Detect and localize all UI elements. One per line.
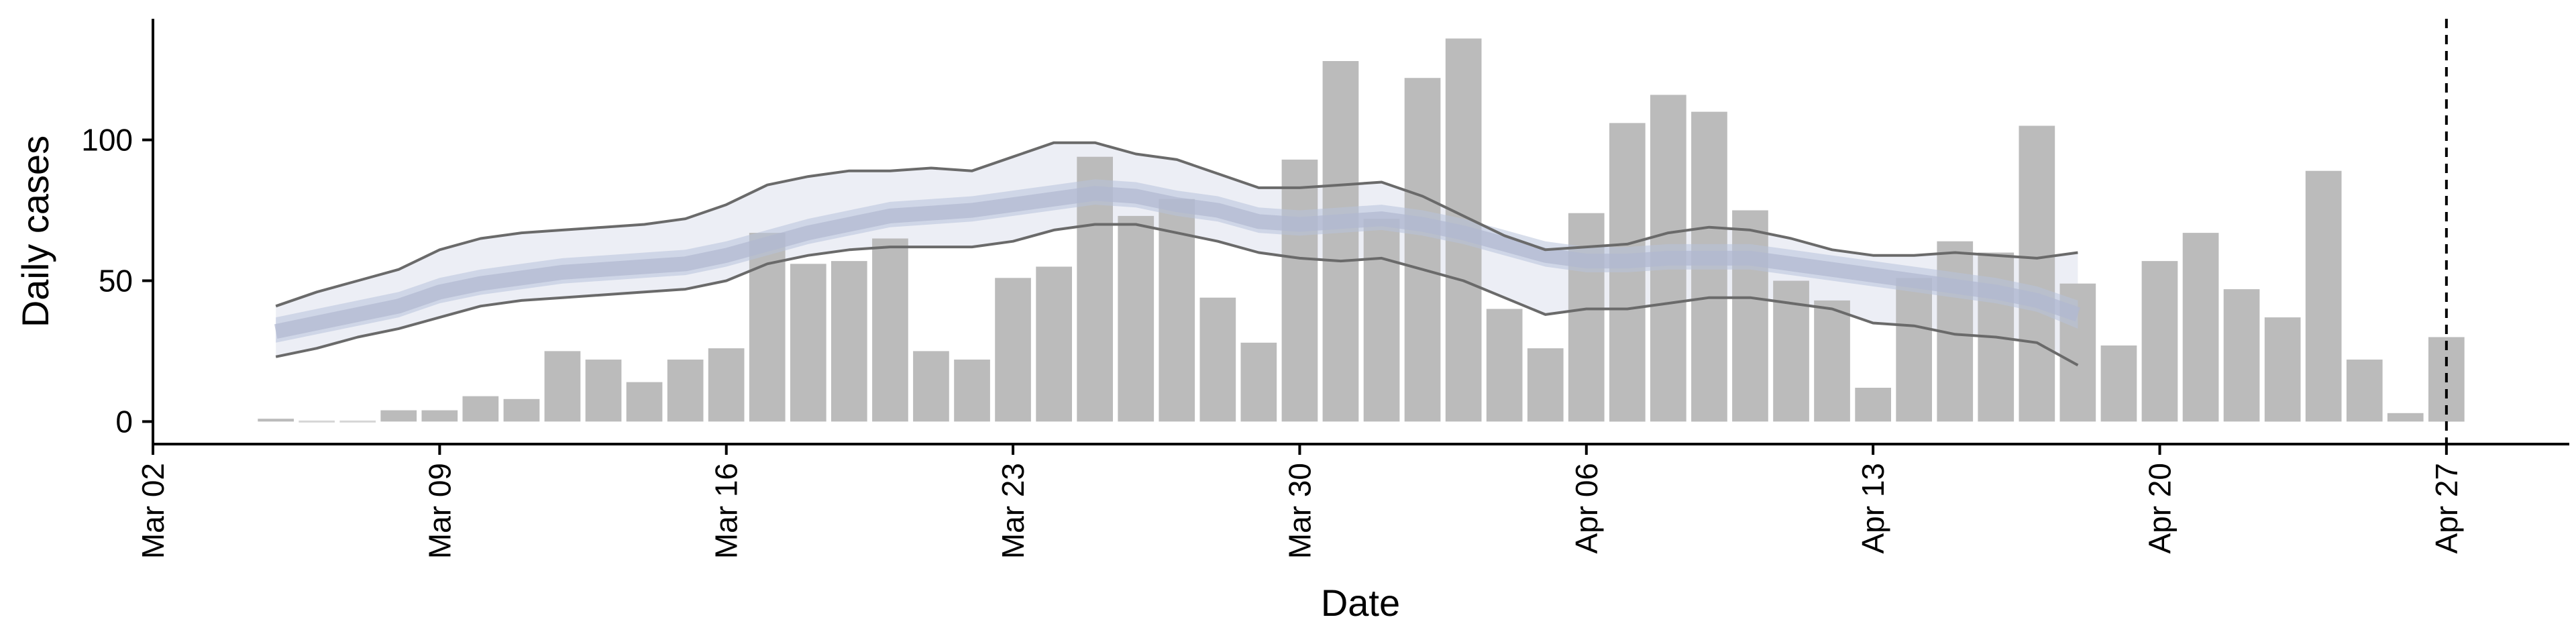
- bar-2020-03-05: [258, 419, 294, 422]
- median-estimate: [274, 186, 2080, 339]
- bar-2020-04-25: [2346, 360, 2383, 422]
- bar-2020-03-14: [626, 382, 663, 422]
- bar-2020-04-23: [2264, 317, 2301, 422]
- bar-2020-04-01: [1363, 219, 1400, 422]
- bar-2020-03-31: [1322, 61, 1359, 422]
- bar-2020-04-20: [2141, 261, 2178, 422]
- bar-2020-03-30: [1281, 159, 1318, 422]
- y-axis-ticks: 0 50 100: [81, 123, 153, 439]
- x-tick-label: Mar 30: [1282, 463, 1317, 559]
- bar-2020-04-14: [1896, 278, 1932, 422]
- x-tick-label: Apr 20: [2143, 463, 2178, 554]
- bar-2020-04-21: [2182, 233, 2219, 422]
- bar-2020-03-16: [708, 348, 745, 422]
- x-tick-label: Mar 09: [422, 463, 457, 559]
- y-tick-label: 100: [81, 123, 133, 158]
- y-tick-label: 0: [115, 404, 133, 439]
- bar-2020-04-10: [1732, 210, 1768, 422]
- median-line: [274, 186, 2080, 339]
- bar-2020-03-20: [872, 238, 908, 422]
- bar-2020-03-26: [1118, 215, 1155, 422]
- bar-2020-03-11: [503, 398, 540, 422]
- bar-2020-03-28: [1199, 297, 1236, 422]
- x-axis-ticks: Mar 02 Mar 09 Mar 16 Mar 23 Mar 30 Apr 06 Apr …: [136, 444, 2464, 559]
- bar-2020-03-06: [299, 420, 335, 423]
- bar-2020-03-12: [544, 351, 581, 422]
- y-axis-title: Daily cases: [14, 136, 56, 327]
- bar-2020-03-21: [913, 351, 949, 422]
- bar-2020-04-04: [1486, 309, 1523, 422]
- bar-2020-04-22: [2223, 289, 2260, 422]
- bar-2020-04-06: [1568, 213, 1605, 422]
- bar-2020-03-24: [1036, 266, 1072, 422]
- bar-2020-03-18: [790, 264, 826, 422]
- bar-2020-03-29: [1240, 342, 1277, 422]
- bar-2020-04-19: [2100, 345, 2137, 422]
- bar-2020-03-22: [954, 360, 990, 422]
- bar-2020-04-12: [1814, 300, 1850, 422]
- bar-2020-03-09: [421, 410, 458, 422]
- bar-2020-04-24: [2305, 170, 2342, 422]
- x-tick-label: Mar 02: [136, 463, 170, 559]
- bar-2020-03-23: [995, 278, 1031, 422]
- axes: [152, 19, 2569, 445]
- bar-2020-03-08: [380, 410, 417, 422]
- bar-2020-03-07: [339, 420, 376, 423]
- x-tick-label: Apr 06: [1569, 463, 1604, 554]
- y-tick-label: 50: [99, 263, 133, 298]
- x-tick-label: Apr 27: [2429, 463, 2464, 554]
- x-tick-label: Mar 16: [709, 463, 744, 559]
- interval-boundary-lines: [275, 141, 2079, 367]
- bar-2020-03-10: [462, 396, 499, 422]
- x-axis-title: Date: [1321, 582, 1400, 624]
- bar-2020-04-02: [1404, 78, 1441, 422]
- bar-2020-03-19: [831, 261, 867, 422]
- bar-2020-03-13: [585, 360, 622, 422]
- x-tick-label: Mar 23: [996, 463, 1030, 559]
- bar-2020-04-05: [1527, 348, 1564, 422]
- bar-2020-03-15: [667, 360, 704, 422]
- bar-2020-04-26: [2387, 413, 2424, 422]
- bar-2020-04-07: [1609, 123, 1646, 422]
- bar-2020-04-13: [1855, 388, 1891, 422]
- lower-interval-line: [275, 223, 2079, 367]
- upper-interval-line: [275, 141, 2078, 308]
- x-tick-label: Apr 13: [1856, 463, 1890, 554]
- bar-2020-04-17: [2019, 125, 2055, 422]
